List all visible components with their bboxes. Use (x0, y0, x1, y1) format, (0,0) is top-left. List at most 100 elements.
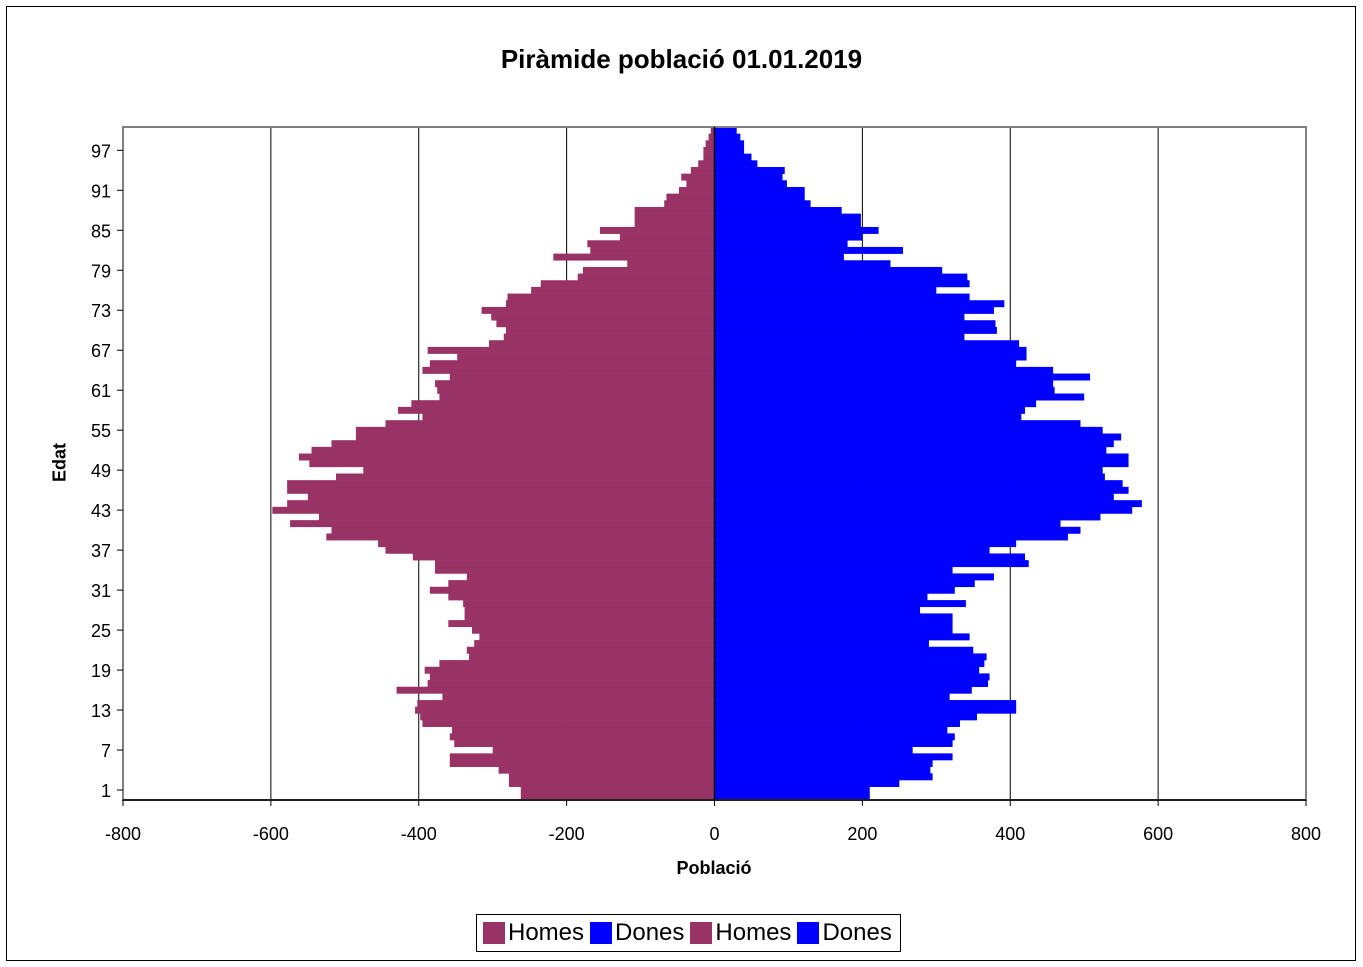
bar-dones-age-14 (714, 700, 1017, 708)
bar-dones-age-54 (714, 433, 1122, 441)
bar-dones-age-11 (714, 720, 960, 728)
legend: Homes Dones Homes Dones (476, 914, 901, 952)
bar-dones-age-0 (714, 793, 870, 801)
bar-dones-age-23 (714, 640, 929, 648)
bar-homes-age-31 (429, 586, 715, 594)
bar-dones-age-99 (714, 133, 741, 141)
bar-dones-age-19 (714, 666, 980, 674)
legend-label: Homes (715, 919, 792, 946)
bar-homes-age-63 (449, 373, 715, 381)
bar-dones-age-66 (714, 353, 1027, 361)
tick-labels: -800 -600 -400 -200 0 200 400 600 800 1 7 13 19 25 31 3… (91, 141, 1321, 844)
y-tick-label: 97 (91, 141, 111, 161)
bar-homes-age-26 (448, 620, 715, 628)
bar-dones-age-10 (714, 726, 948, 734)
bar-dones-age-17 (714, 680, 989, 688)
bar-dones-age-91 (714, 186, 805, 194)
bar-dones-age-30 (714, 593, 928, 601)
bar-dones-age-93 (714, 173, 783, 181)
bar-dones-age-79 (714, 266, 943, 274)
bar-homes-age-92 (686, 180, 715, 188)
bar-homes-age-86 (634, 220, 715, 228)
bar-dones-age-96 (714, 153, 752, 161)
bar-dones-age-1 (714, 786, 870, 794)
bar-dones-age-41 (714, 520, 1061, 528)
bar-homes-age-34 (435, 566, 715, 574)
x-tick-label: -600 (253, 824, 289, 844)
bar-dones-age-8 (714, 740, 953, 747)
bar-homes-age-11 (422, 720, 715, 728)
x-tick-label: -200 (549, 824, 585, 844)
bar-dones-age-52 (714, 446, 1107, 454)
bar-homes-age-84 (619, 233, 715, 241)
bar-homes-age-3 (508, 773, 715, 781)
bar-dones-age-59 (714, 400, 1037, 408)
bar-homes-age-56 (385, 420, 715, 428)
bar-homes-age-43 (272, 506, 715, 514)
x-axis-label: Població (676, 858, 752, 878)
y-tick-label: 49 (91, 461, 111, 481)
legend-item-homes: Homes (483, 919, 584, 947)
bar-homes-age-67 (427, 346, 715, 354)
bar-homes-age-59 (411, 400, 715, 408)
bar-dones-age-62 (714, 380, 1054, 388)
bar-homes-age-8 (454, 740, 715, 747)
bar-dones-age-63 (714, 373, 1091, 381)
bar-homes-age-81 (553, 253, 715, 261)
x-tick-label: 400 (995, 824, 1025, 844)
bar-homes-age-39 (326, 533, 715, 541)
bar-homes-age-20 (439, 660, 715, 668)
bar-dones-age-76 (714, 286, 937, 294)
bar-dones-age-80 (714, 260, 891, 268)
bar-dones-age-39 (714, 533, 1068, 541)
legend-swatch (590, 922, 613, 944)
y-tick-label: 73 (91, 301, 111, 321)
bar-dones-age-55 (714, 426, 1103, 434)
chart-title: Piràmide població 01.01.2019 (500, 44, 863, 74)
legend-swatch (797, 922, 820, 944)
bar-dones-age-48 (714, 473, 1105, 481)
bar-homes-age-22 (466, 646, 715, 654)
bar-dones-age-29 (714, 600, 966, 608)
bar-homes-age-12 (420, 713, 715, 721)
bar-homes-age-70 (505, 326, 715, 334)
bar-homes-age-74 (505, 300, 715, 308)
legend-label: Dones (615, 919, 685, 946)
bar-dones-age-13 (714, 706, 1017, 714)
bar-dones-age-67 (714, 346, 1027, 354)
bar-homes-age-2 (508, 780, 715, 787)
bar-homes-age-35 (435, 560, 715, 568)
bar-homes-age-1 (520, 786, 715, 794)
bar-homes-age-93 (681, 173, 715, 181)
bar-homes-age-60 (439, 393, 715, 401)
bar-homes-age-54 (355, 433, 715, 441)
bar-dones-age-32 (714, 580, 975, 588)
y-tick-label: 31 (91, 581, 111, 601)
bars (272, 127, 1142, 801)
bar-dones-age-90 (714, 193, 805, 201)
y-tick-label: 19 (91, 661, 111, 681)
bar-homes-age-65 (429, 360, 715, 368)
bar-homes-age-85 (599, 226, 715, 234)
bar-homes-age-57 (422, 413, 715, 421)
bar-dones-age-44 (714, 500, 1142, 508)
bar-homes-age-42 (318, 513, 715, 521)
bar-homes-age-77 (540, 280, 715, 288)
bar-homes-age-87 (634, 213, 715, 221)
bar-dones-age-36 (714, 553, 1026, 561)
bar-dones-age-98 (714, 140, 745, 148)
bar-homes-age-96 (703, 153, 715, 161)
bar-homes-age-33 (466, 573, 715, 581)
bar-dones-age-24 (714, 633, 970, 641)
bar-homes-age-95 (698, 160, 715, 168)
bar-homes-age-10 (452, 726, 715, 734)
bar-homes-age-50 (309, 460, 715, 468)
bar-dones-age-85 (714, 226, 879, 234)
bar-homes-age-69 (503, 333, 715, 341)
bar-dones-age-97 (714, 146, 745, 154)
bar-homes-age-29 (463, 600, 715, 608)
bar-homes-age-94 (690, 166, 715, 174)
bar-homes-age-98 (705, 140, 715, 148)
bar-dones-age-94 (714, 166, 785, 174)
bar-homes-age-72 (491, 313, 715, 321)
